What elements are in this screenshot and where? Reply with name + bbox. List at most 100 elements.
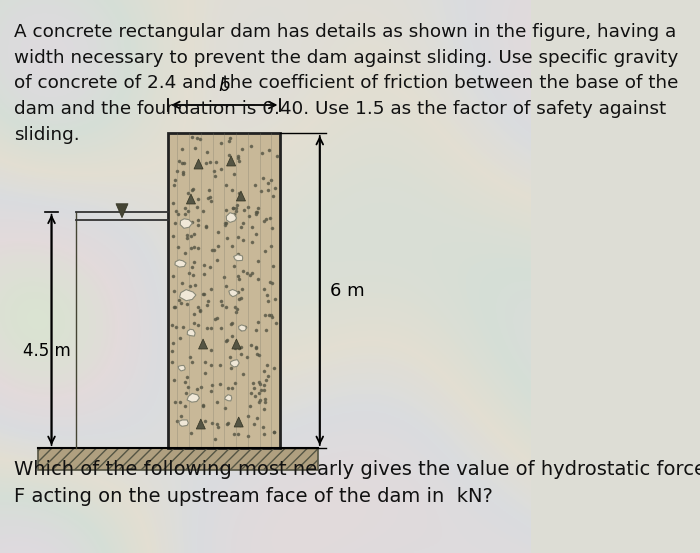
Point bbox=[259, 311, 270, 320]
Point bbox=[200, 159, 211, 168]
Point bbox=[199, 369, 211, 378]
Point bbox=[185, 353, 196, 362]
Point bbox=[209, 435, 220, 444]
Point bbox=[265, 213, 276, 222]
Point bbox=[236, 325, 247, 334]
Point bbox=[236, 222, 247, 231]
Point bbox=[237, 236, 248, 244]
Point bbox=[233, 294, 244, 303]
Point bbox=[171, 166, 182, 175]
Point bbox=[166, 358, 177, 367]
Point bbox=[202, 148, 213, 156]
Point bbox=[183, 268, 195, 277]
Point bbox=[270, 183, 281, 192]
Point bbox=[206, 197, 217, 206]
Point bbox=[223, 136, 235, 145]
Point bbox=[250, 181, 261, 190]
Point bbox=[261, 375, 272, 384]
Point bbox=[210, 157, 221, 166]
Point bbox=[209, 171, 220, 180]
Point bbox=[193, 302, 204, 311]
Point bbox=[258, 385, 270, 394]
Point bbox=[211, 420, 222, 429]
Text: 6 m: 6 m bbox=[330, 281, 365, 300]
Point bbox=[251, 207, 262, 216]
Point bbox=[194, 305, 205, 314]
Point bbox=[243, 211, 254, 220]
Polygon shape bbox=[180, 290, 196, 301]
Point bbox=[211, 314, 223, 323]
Point bbox=[176, 299, 187, 308]
Point bbox=[267, 312, 278, 321]
Point bbox=[174, 156, 185, 165]
Point bbox=[248, 383, 259, 392]
Polygon shape bbox=[230, 359, 239, 367]
Point bbox=[206, 246, 217, 255]
Polygon shape bbox=[229, 289, 238, 296]
Point bbox=[221, 419, 232, 428]
Point bbox=[230, 204, 241, 213]
Point bbox=[194, 135, 205, 144]
Point bbox=[232, 152, 244, 161]
Point bbox=[232, 272, 244, 281]
Polygon shape bbox=[227, 156, 236, 166]
Polygon shape bbox=[196, 419, 205, 429]
Point bbox=[191, 134, 202, 143]
Point bbox=[190, 143, 201, 152]
Point bbox=[227, 204, 238, 212]
Point bbox=[251, 326, 262, 335]
Point bbox=[232, 201, 243, 210]
Point bbox=[228, 430, 239, 439]
Point bbox=[193, 194, 204, 203]
Point bbox=[185, 281, 196, 290]
Point bbox=[199, 358, 211, 367]
Point bbox=[220, 404, 231, 413]
Point bbox=[214, 379, 225, 388]
Point bbox=[206, 381, 218, 390]
Point bbox=[172, 243, 183, 252]
Point bbox=[241, 353, 252, 362]
Point bbox=[208, 246, 219, 255]
Point bbox=[244, 270, 256, 279]
Point bbox=[236, 144, 247, 153]
Point bbox=[227, 185, 238, 194]
Point bbox=[253, 275, 264, 284]
Point bbox=[205, 361, 216, 370]
Point bbox=[181, 234, 193, 243]
Point bbox=[188, 230, 199, 239]
Point bbox=[220, 180, 232, 189]
Point bbox=[221, 234, 232, 243]
Point bbox=[256, 385, 267, 394]
Point bbox=[272, 152, 283, 160]
Point bbox=[182, 206, 193, 215]
Point bbox=[230, 343, 241, 352]
Point bbox=[197, 207, 209, 216]
Point bbox=[182, 231, 193, 239]
Point bbox=[220, 337, 232, 346]
Point bbox=[246, 341, 257, 349]
Point bbox=[176, 411, 187, 420]
Point bbox=[258, 367, 270, 376]
Point bbox=[258, 430, 270, 439]
Point bbox=[178, 170, 189, 179]
Point bbox=[186, 218, 197, 227]
Point bbox=[166, 321, 177, 330]
Point bbox=[195, 383, 206, 392]
Point bbox=[232, 153, 244, 162]
Point bbox=[187, 263, 198, 272]
Point bbox=[262, 296, 274, 305]
Polygon shape bbox=[226, 213, 237, 222]
Point bbox=[169, 287, 180, 296]
Point bbox=[190, 280, 201, 289]
Point bbox=[234, 157, 245, 166]
Point bbox=[192, 321, 203, 330]
Point bbox=[259, 285, 270, 294]
Point bbox=[169, 303, 180, 312]
Point bbox=[252, 257, 263, 265]
Point bbox=[228, 169, 239, 178]
Point bbox=[251, 342, 262, 351]
Point bbox=[237, 218, 248, 227]
Text: b: b bbox=[218, 77, 230, 95]
Point bbox=[220, 221, 231, 229]
Point bbox=[198, 270, 209, 279]
